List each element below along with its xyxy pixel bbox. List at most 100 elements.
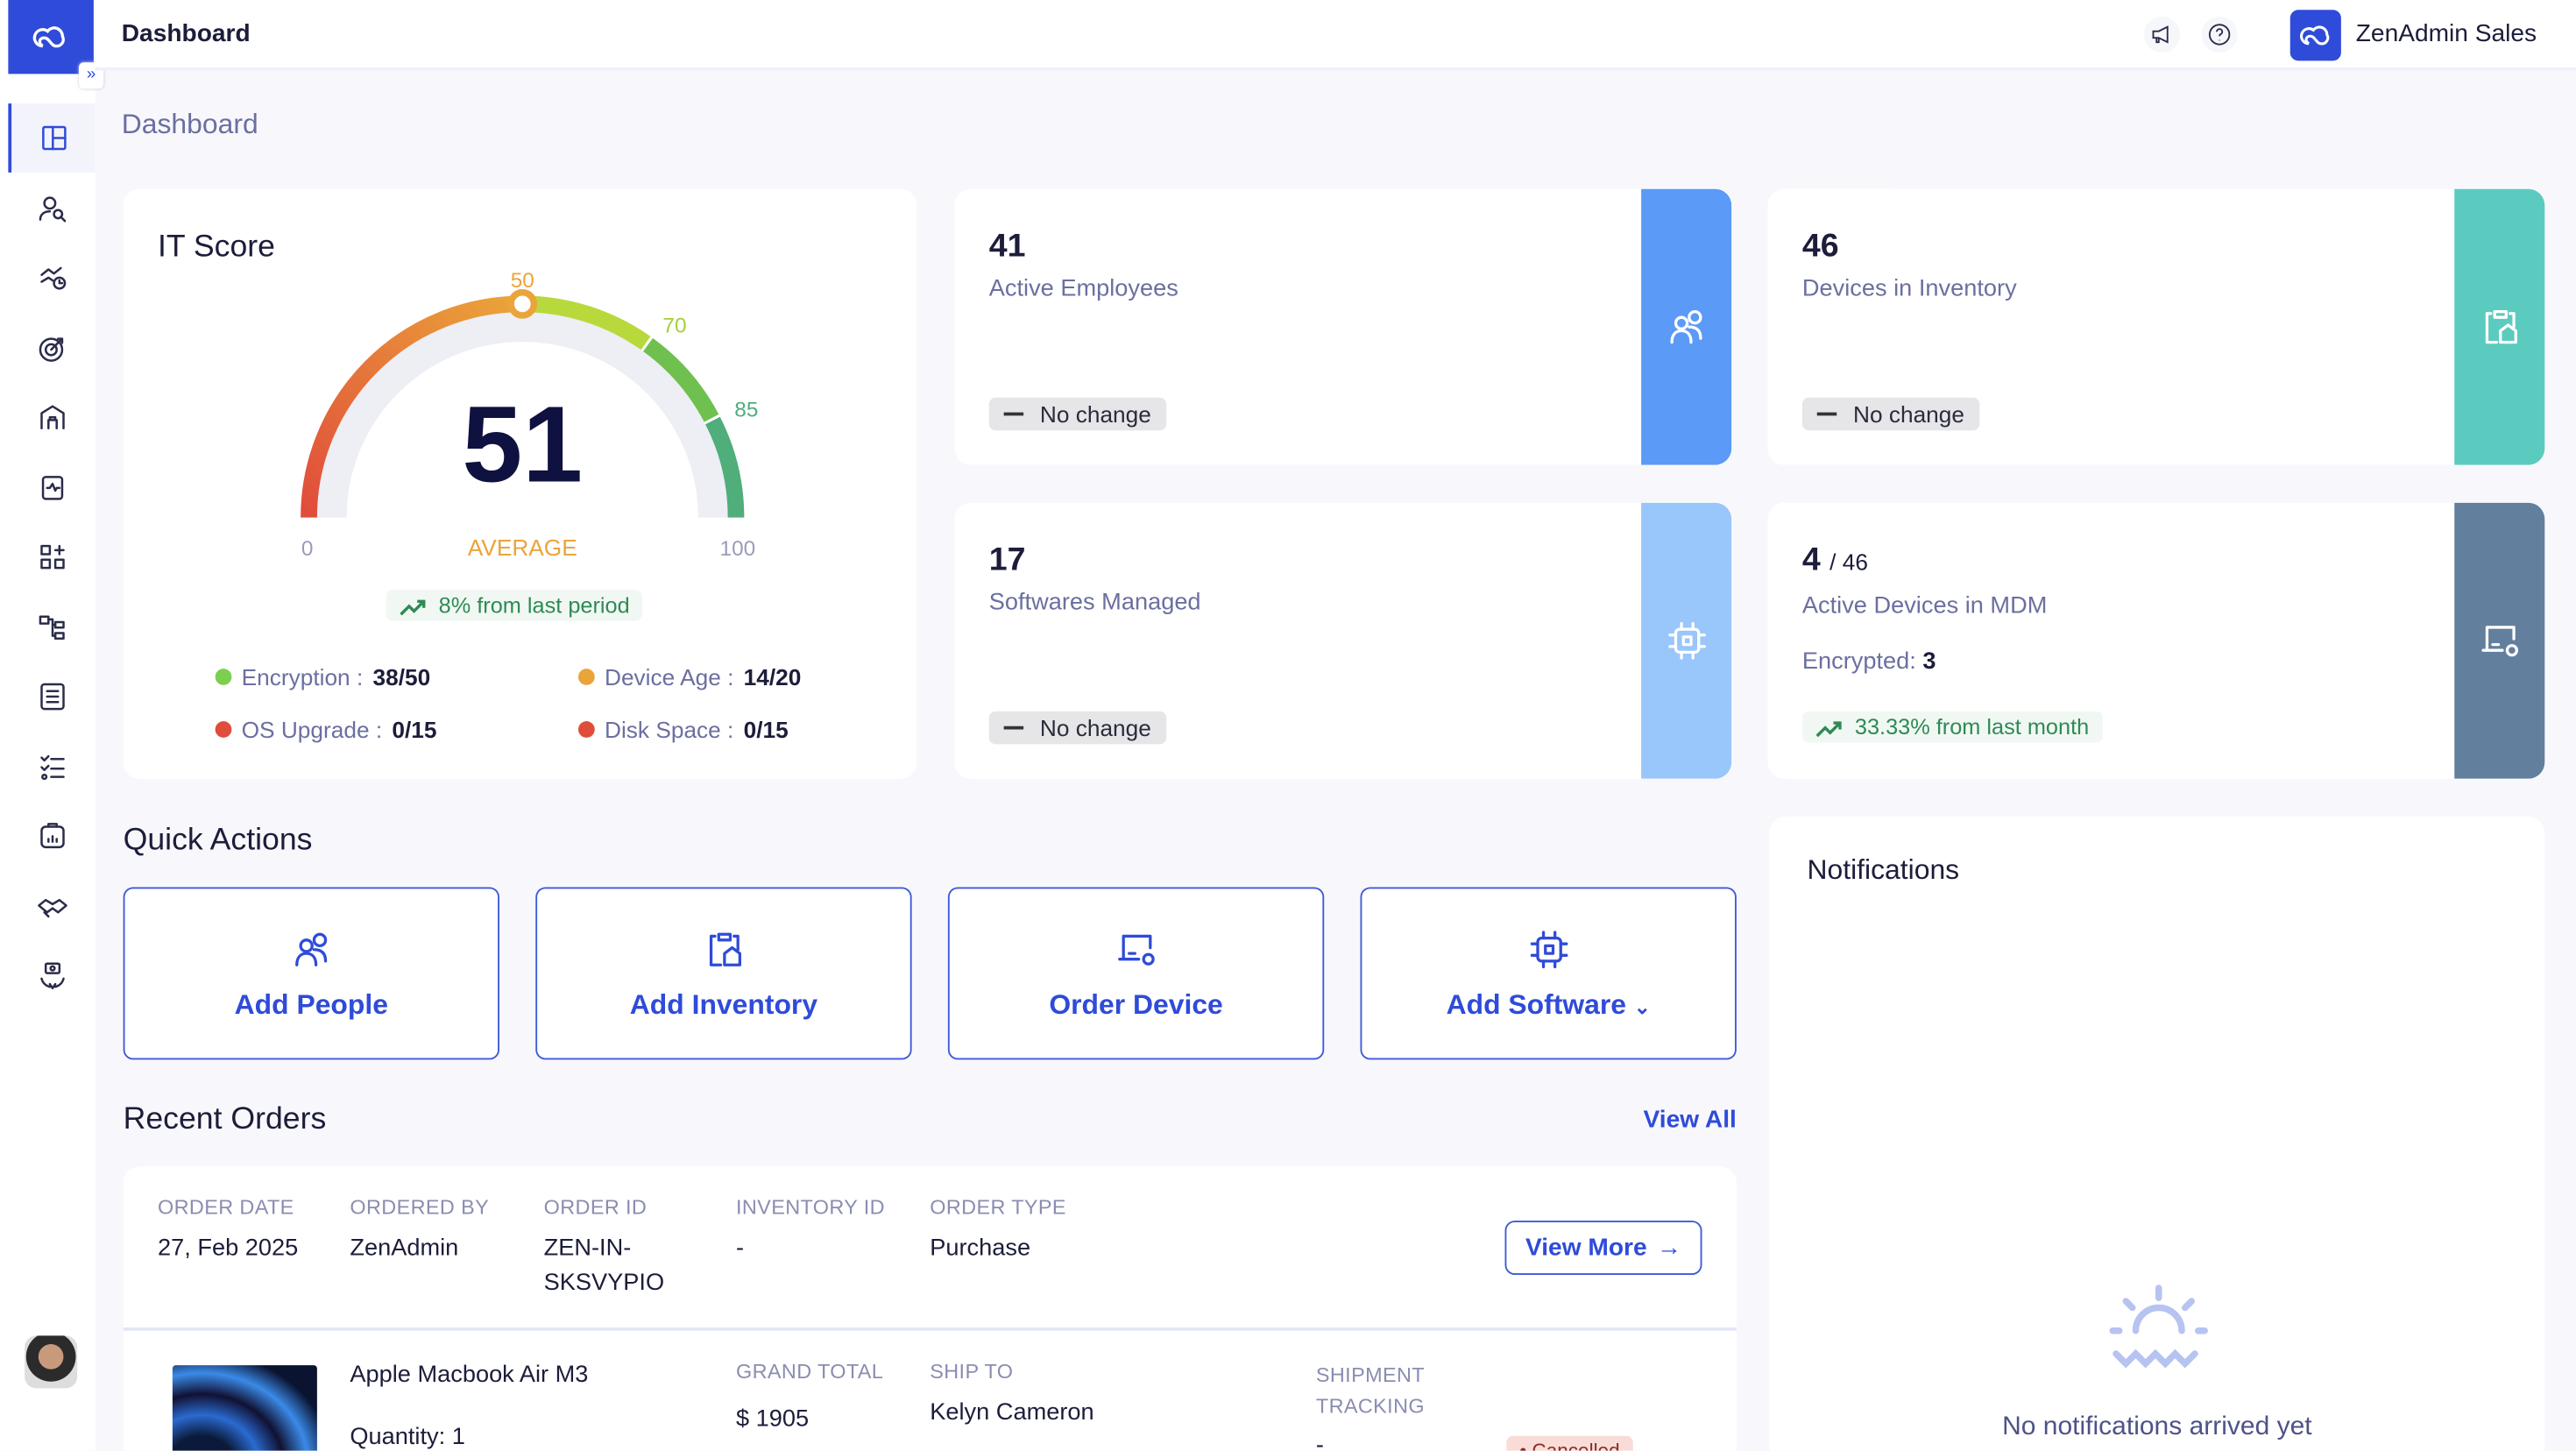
sidebar-item-partners[interactable] bbox=[8, 872, 95, 941]
org-logo[interactable] bbox=[2289, 10, 2341, 61]
trend-up-icon bbox=[1815, 720, 1842, 737]
status-dot bbox=[215, 669, 232, 685]
sidebar-item-reports[interactable] bbox=[8, 662, 95, 732]
sidebar-item-inventory[interactable] bbox=[8, 383, 95, 452]
it-score-rating: AVERAGE bbox=[468, 534, 577, 561]
stat-label: Active Devices in MDM bbox=[1801, 592, 2048, 619]
change-badge: No change bbox=[988, 397, 1166, 431]
dashboard-icon bbox=[41, 125, 66, 151]
button-label-wrap: Add Software ⌄ bbox=[1447, 988, 1651, 1022]
workflows-icon bbox=[39, 266, 66, 290]
sidebar-item-analytics[interactable] bbox=[8, 802, 95, 871]
dash-icon bbox=[1003, 726, 1024, 730]
change-text: No change bbox=[1039, 714, 1151, 741]
org-name[interactable]: ZenAdmin Sales bbox=[2355, 19, 2537, 48]
notifications-title: Notifications bbox=[1807, 854, 1960, 886]
sidebar-item-dashboard[interactable] bbox=[8, 103, 96, 173]
trend-text: 33.33% from last month bbox=[1854, 714, 2090, 740]
metric-disk-space: Disk Space : 0/15 bbox=[578, 717, 789, 743]
inventory-icon bbox=[2484, 309, 2516, 344]
sidebar-item-checklists[interactable] bbox=[8, 732, 95, 801]
reports-icon bbox=[39, 683, 64, 711]
metric-value: 0/15 bbox=[392, 716, 437, 743]
help-button[interactable] bbox=[2201, 16, 2238, 53]
stat-label: Active Employees bbox=[988, 276, 1178, 302]
view-all-link[interactable]: View All bbox=[1643, 1105, 1737, 1134]
button-label: Order Device bbox=[1049, 987, 1223, 1020]
sidebar-item-workflows[interactable] bbox=[8, 244, 95, 313]
product-image bbox=[172, 1365, 317, 1451]
order-col-header: ORDERED BY bbox=[350, 1196, 490, 1220]
stat-value: 41 bbox=[988, 228, 1026, 265]
sidebar-item-people[interactable] bbox=[8, 173, 95, 243]
stat-icon-band bbox=[1641, 188, 1732, 465]
sidebar-item-apps[interactable] bbox=[8, 522, 95, 591]
grand-total-label: GRAND TOTAL bbox=[736, 1360, 884, 1384]
metric-value: 14/20 bbox=[743, 663, 802, 690]
add-people-button[interactable]: Add People bbox=[123, 887, 499, 1060]
order-col-header: INVENTORY ID bbox=[736, 1196, 885, 1220]
inventory-icon bbox=[39, 405, 64, 429]
order-col-value: 27, Feb 2025 bbox=[158, 1235, 299, 1262]
stat-card-active-employees[interactable]: 41 Active Employees No change bbox=[954, 188, 1732, 465]
button-label: Add Software bbox=[1446, 987, 1627, 1020]
notifications-panel: Notifications No notifications arrived y… bbox=[1769, 816, 2545, 1451]
gauge-segment bbox=[642, 337, 719, 422]
user-avatar[interactable] bbox=[25, 1335, 78, 1389]
analytics-icon bbox=[39, 823, 64, 849]
stat-value: 17 bbox=[988, 541, 1026, 578]
announcements-button[interactable] bbox=[2143, 16, 2181, 53]
change-badge: No change bbox=[988, 711, 1166, 745]
change-badge: No change bbox=[1801, 397, 1979, 431]
inventory-icon bbox=[708, 931, 741, 966]
partners-icon bbox=[37, 898, 67, 917]
stat-value-count: 4 bbox=[1801, 541, 1821, 578]
sidebar-item-mdm[interactable] bbox=[8, 453, 95, 522]
sidebar-item-services[interactable] bbox=[8, 941, 95, 1010]
add-inventory-button[interactable]: Add Inventory bbox=[535, 887, 912, 1060]
mdm-icon bbox=[40, 475, 63, 499]
quick-actions-title: Quick Actions bbox=[123, 823, 313, 858]
gauge-segment bbox=[705, 416, 745, 518]
gauge-segment bbox=[301, 295, 520, 518]
goals-icon bbox=[38, 336, 63, 361]
stat-card-mdm-devices[interactable]: 4 / 46 Active Devices in MDM Encrypted: … bbox=[1767, 502, 2545, 779]
gauge-max-label: 100 bbox=[720, 537, 756, 561]
metric-os-upgrade: OS Upgrade : 0/15 bbox=[215, 716, 437, 743]
stat-card-softwares-managed[interactable]: 17 Softwares Managed No change bbox=[954, 502, 1732, 779]
megaphone-icon bbox=[2152, 25, 2169, 44]
recent-orders-title: Recent Orders bbox=[123, 1102, 327, 1137]
divider bbox=[123, 1327, 1737, 1331]
org-chart-icon bbox=[38, 614, 64, 640]
encrypted-label: Encrypted: bbox=[1801, 648, 1916, 676]
it-score-card: IT Score 50 70 85 51 AVERAGE 0 100 8% from… bbox=[123, 188, 917, 779]
encrypted-value: 3 bbox=[1922, 648, 1936, 676]
order-device-button[interactable]: Order Device bbox=[947, 887, 1325, 1060]
product-quantity: Quantity: 1 bbox=[350, 1424, 465, 1451]
sidebar-item-org-chart[interactable] bbox=[8, 592, 95, 662]
sidebar-item-goals[interactable] bbox=[8, 313, 95, 382]
add-software-button[interactable]: Add Software ⌄ bbox=[1360, 887, 1737, 1060]
status-badge: • Cancelled bbox=[1506, 1435, 1633, 1451]
it-score-title: IT Score bbox=[158, 230, 276, 265]
services-icon bbox=[39, 962, 64, 990]
order-card: ORDER DATE 27, Feb 2025 ORDERED BY ZenAdmin… bbox=[123, 1166, 1737, 1451]
metric-label: Device Age : bbox=[605, 663, 734, 690]
view-more-label: View More bbox=[1525, 1234, 1647, 1262]
trend-up-icon bbox=[400, 598, 426, 615]
cloud-icon bbox=[2299, 25, 2329, 45]
stat-value-total: / 46 bbox=[1829, 549, 1868, 576]
stat-card-devices-inventory[interactable]: 46 Devices in Inventory No change bbox=[1767, 188, 2545, 465]
app-logo[interactable] bbox=[8, 0, 94, 74]
device-settings-icon bbox=[2480, 626, 2518, 657]
top-header: Dashboard ZenAdmin Sales bbox=[95, 0, 2576, 71]
view-more-button[interactable]: View More → bbox=[1504, 1221, 1702, 1275]
ship-to-label: SHIP TO bbox=[930, 1360, 1014, 1384]
page-title: Dashboard bbox=[121, 108, 258, 140]
change-text: No change bbox=[1853, 400, 1964, 428]
order-col-header: ORDER DATE bbox=[158, 1196, 294, 1220]
order-col-value: - bbox=[736, 1235, 745, 1262]
gauge-min-label: 0 bbox=[301, 537, 314, 561]
metric-encryption: Encryption : 38/50 bbox=[215, 664, 430, 690]
order-col-value: ZEN-IN-SKSVYPIO bbox=[543, 1235, 665, 1297]
